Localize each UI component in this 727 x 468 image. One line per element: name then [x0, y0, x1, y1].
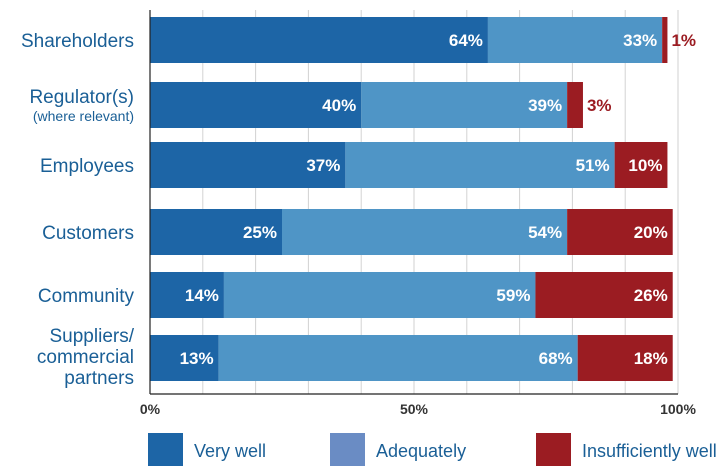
data-label: 40%: [322, 96, 356, 115]
bar-segment: [150, 209, 282, 255]
bar-segment: [282, 209, 568, 255]
data-label: 64%: [449, 31, 483, 50]
legend-label: Insufficiently well: [582, 441, 717, 461]
x-tick-label: 100%: [660, 401, 696, 417]
bar-segment: [150, 272, 224, 318]
bar-segment: [577, 335, 673, 381]
data-label: 68%: [539, 349, 573, 368]
x-tick-label: 0%: [140, 401, 161, 417]
bar-segment: [567, 82, 583, 128]
bar-segment: [535, 272, 673, 318]
data-label: 37%: [306, 156, 340, 175]
bar-segment: [487, 17, 663, 63]
data-label: 14%: [185, 286, 219, 305]
data-label: 1%: [671, 31, 696, 50]
category-label: Regulator(s): [29, 87, 134, 108]
legend-swatch: [536, 433, 571, 466]
bar-segment: [567, 209, 673, 255]
data-label: 59%: [496, 286, 530, 305]
bar-segment: [614, 142, 668, 188]
data-label: 3%: [587, 96, 612, 115]
bar-segment: [223, 272, 536, 318]
legend-label: Adequately: [376, 441, 466, 461]
data-label: 13%: [180, 349, 214, 368]
category-label: Suppliers/: [50, 326, 135, 347]
data-label: 39%: [528, 96, 562, 115]
category-label: partners: [64, 368, 134, 389]
bar-segment: [150, 142, 346, 188]
bar-segment: [662, 17, 668, 63]
legend-swatch: [148, 433, 183, 466]
data-label: 18%: [634, 349, 668, 368]
category-sublabel: (where relevant): [33, 108, 134, 124]
legend-label: Very well: [194, 441, 266, 461]
bar-segment: [150, 82, 362, 128]
data-label: 33%: [623, 31, 657, 50]
category-label: Employees: [40, 156, 134, 177]
data-label: 10%: [628, 156, 662, 175]
data-label: 51%: [576, 156, 610, 175]
bar-segment: [218, 335, 578, 381]
data-label: 25%: [243, 223, 277, 242]
category-label: Customers: [42, 223, 134, 244]
legend-swatch: [330, 433, 365, 466]
data-label: 20%: [634, 223, 668, 242]
x-tick-label: 50%: [400, 401, 429, 417]
category-label: commercial: [37, 347, 134, 368]
data-label: 26%: [634, 286, 668, 305]
category-label: Shareholders: [21, 31, 134, 52]
category-label: Community: [38, 286, 135, 307]
bar-segment: [361, 82, 568, 128]
bar-segment: [150, 335, 219, 381]
data-label: 54%: [528, 223, 562, 242]
bar-segment: [345, 142, 615, 188]
bar-segment: [150, 17, 488, 63]
